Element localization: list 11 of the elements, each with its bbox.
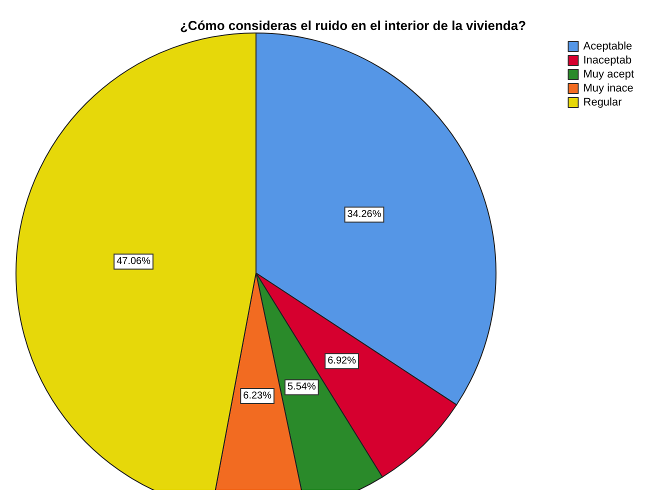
chart-title: ¿Cómo consideras el ruido en el interior de la vivienda? [180, 18, 526, 33]
data-label: 6.92% [328, 356, 356, 367]
data-label: 34.26% [347, 209, 382, 220]
legend-label: Muy acept [583, 68, 634, 80]
legend-label: Aceptable [583, 40, 632, 52]
data-label: 6.23% [243, 390, 272, 402]
legend-label: Regular [583, 96, 622, 108]
legend-label: Inaceptab [583, 54, 632, 66]
legend-label: Muy inace [583, 82, 634, 94]
data-label: 47.06% [116, 256, 151, 268]
data-label: 5.54% [287, 382, 316, 393]
